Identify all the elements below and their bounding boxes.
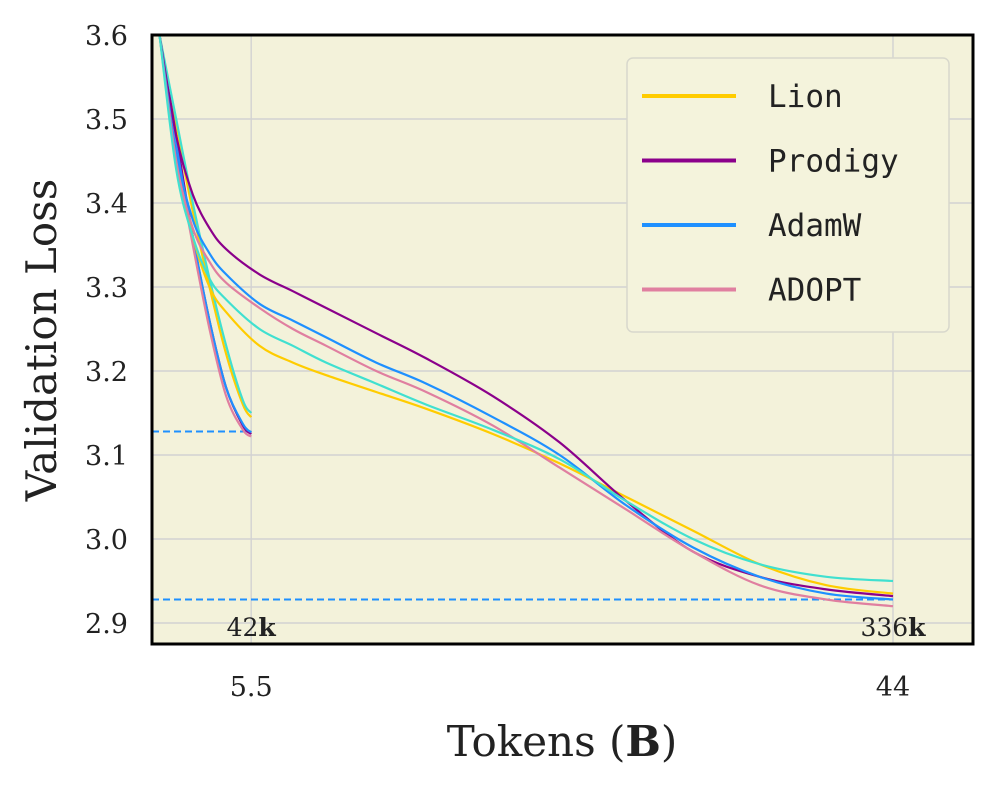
annotation-unit: k (258, 613, 276, 642)
y-axis-label: Validation Loss (17, 179, 66, 503)
y-tick-label: 3.4 (85, 189, 128, 220)
legend: Lion Prodigy AdamW ADOPT (626, 57, 950, 333)
x-axis-label-suffix: ) (661, 717, 677, 766)
y-tick-label: 3.5 (85, 105, 128, 136)
short-run-line (158, 35, 253, 418)
x-axis-label: Tokens (B) (447, 717, 678, 766)
y-tick-label: 2.9 (85, 609, 128, 640)
short-run-line (158, 35, 252, 434)
y-tick-label: 3.6 (85, 21, 128, 52)
y-tick-label: 3.0 (85, 525, 128, 556)
legend-box (626, 57, 950, 333)
legend-label: AdamW (768, 208, 862, 244)
series-line (158, 35, 894, 601)
annotation-number: 336 (860, 613, 908, 642)
short-run-line (158, 35, 253, 414)
series-line (158, 35, 894, 608)
series-line (158, 35, 894, 598)
annotation-number: 42 (227, 613, 259, 642)
legend-label: ADOPT (768, 273, 861, 309)
y-tick-label: 3.3 (85, 273, 128, 304)
legend-label: Lion (768, 79, 843, 115)
y-tick-label: 3.2 (85, 357, 128, 388)
legend-label: Prodigy (768, 144, 899, 180)
x-tick-label: 5.5 (230, 672, 273, 703)
y-tick-label: 3.1 (85, 441, 128, 472)
annotation-label: 336k (860, 613, 926, 642)
annotation-unit: k (908, 613, 926, 642)
annotation-label: 42k (227, 613, 277, 642)
x-axis-label-unit: B (625, 717, 661, 766)
x-tick-label: 44 (876, 672, 910, 703)
x-axis-label-prefix: Tokens ( (447, 717, 626, 766)
plot-frame (150, 33, 975, 646)
series-line (158, 35, 894, 583)
